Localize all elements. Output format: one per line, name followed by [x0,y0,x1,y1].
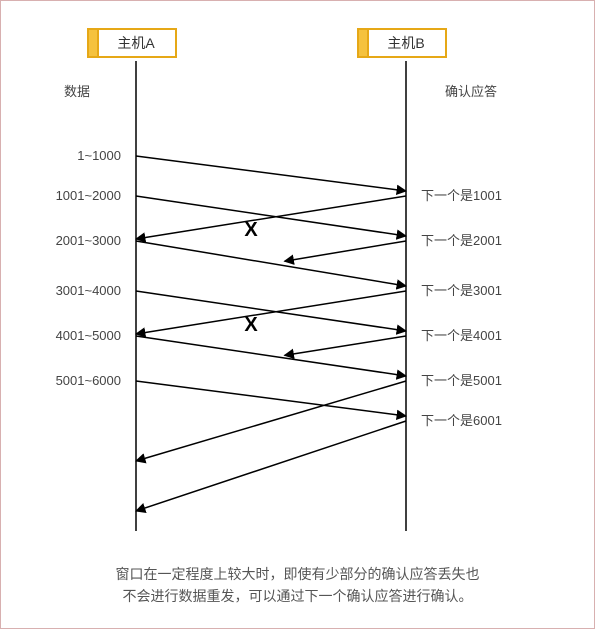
lost-mark-3: X [244,314,258,336]
host-b-tab [358,29,368,57]
send-label-5: 5001~6000 [56,373,121,388]
ack-label-0: 下一个是1001 [421,188,502,203]
ack-label-1: 下一个是2001 [421,233,502,248]
diagram-frame: 主机A 主机B 数据 确认应答 1~1000 1001~2000 2001~3000 3001… [0,0,595,629]
header-left: 数据 [64,84,90,99]
ack-label-5: 下一个是6001 [421,413,502,428]
ack-arrow-1 [285,241,407,261]
caption-line2: 不会进行数据重发，可以通过下一个确认应答进行确认。 [123,588,473,604]
send-label-2: 2001~3000 [56,233,121,248]
send-label-4: 4001~5000 [56,328,121,343]
ack-arrow-4 [136,381,406,461]
ack-arrow-5 [136,421,406,511]
ack-label-3: 下一个是4001 [421,328,502,343]
ack-label-4: 下一个是5001 [421,373,502,388]
ack-arrow-3 [285,336,407,355]
send-label-1: 1001~2000 [56,188,121,203]
host-b-label: 主机B [387,35,424,51]
data-arrow-0 [136,156,406,191]
caption-line1: 窗口在一定程度上较大时，即使有少部分的确认应答丢失也 [116,566,480,582]
header-right: 确认应答 [445,84,497,99]
host-a-label: 主机A [117,35,155,51]
data-arrow-5 [136,381,406,416]
lost-mark-1: X [244,219,258,241]
send-label-0: 1~1000 [77,148,121,163]
host-a-tab [88,29,98,57]
send-label-3: 3001~4000 [56,283,121,298]
caption: 窗口在一定程度上较大时，即使有少部分的确认应答丢失也 不会进行数据重发，可以通过… [1,563,594,608]
ack-label-2: 下一个是3001 [421,283,502,298]
sequence-svg: 主机A 主机B 数据 确认应答 1~1000 1001~2000 2001~3000 3001… [1,1,595,561]
